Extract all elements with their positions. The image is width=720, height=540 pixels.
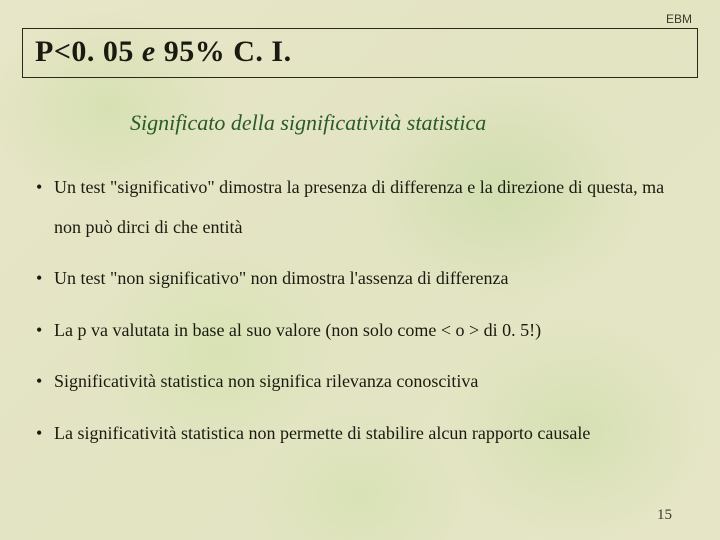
ebm-label: EBM — [666, 12, 692, 26]
list-item: La significatività statistica non permet… — [36, 414, 692, 454]
list-item: La p va valutata in base al suo valore (… — [36, 311, 692, 351]
bullet-list: Un test "significativo" dimostra la pres… — [36, 168, 692, 466]
list-item: Significatività statistica non significa… — [36, 362, 692, 402]
slide-title: P<0. 05 e 95% C. I. — [35, 35, 292, 68]
title-box: P<0. 05 e 95% C. I. — [22, 28, 698, 78]
title-suffix: 95% C. I. — [156, 35, 292, 68]
page-number: 15 — [657, 507, 672, 524]
list-item: Un test "significativo" dimostra la pres… — [36, 168, 692, 247]
title-italic-e: e — [142, 35, 156, 68]
subtitle: Significato della significatività statis… — [130, 110, 660, 136]
title-prefix: P<0. 05 — [35, 35, 142, 68]
list-item: Un test "non significativo" non dimostra… — [36, 259, 692, 299]
